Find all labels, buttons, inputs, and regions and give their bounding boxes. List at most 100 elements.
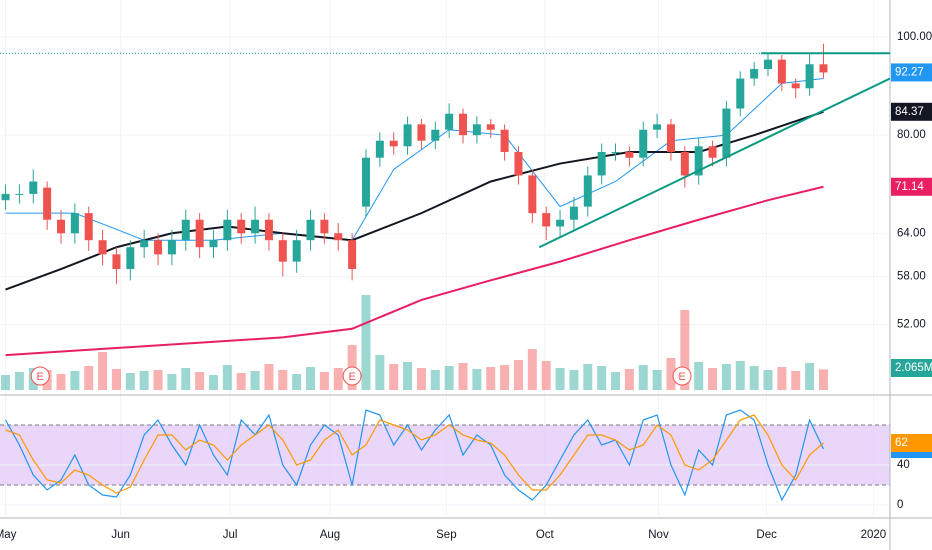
candle-body bbox=[583, 175, 592, 207]
earnings-label: E bbox=[37, 371, 44, 383]
volume-bar bbox=[708, 368, 718, 390]
candle-body bbox=[736, 78, 745, 109]
volume-bar bbox=[278, 370, 288, 390]
candle-body bbox=[791, 83, 800, 89]
volume-bar bbox=[555, 368, 565, 390]
candle-body bbox=[209, 240, 218, 248]
volume-bar bbox=[597, 366, 607, 390]
earnings-label: E bbox=[678, 371, 685, 383]
volume-bar bbox=[389, 364, 399, 390]
volume-bar bbox=[583, 364, 593, 390]
ma-value-bg bbox=[891, 177, 932, 196]
candle-body bbox=[348, 240, 357, 270]
candle-body bbox=[389, 140, 398, 147]
candle-body bbox=[653, 124, 662, 130]
y-tick-label: 64.00 bbox=[897, 227, 926, 239]
x-tick-label: Jul bbox=[223, 529, 238, 541]
candle-body bbox=[278, 240, 287, 262]
stoch-line bbox=[5, 414, 824, 494]
volume-bar bbox=[818, 369, 828, 390]
candle-body bbox=[403, 124, 412, 147]
volume-bar bbox=[638, 365, 648, 390]
volume-bar bbox=[181, 368, 191, 390]
earnings-label: E bbox=[348, 371, 355, 383]
candle-body bbox=[639, 129, 648, 158]
volume-bar bbox=[319, 372, 329, 390]
candle-body bbox=[764, 59, 773, 69]
x-tick-label: Dec bbox=[756, 529, 777, 541]
volume-bar bbox=[416, 368, 426, 390]
volume-bar bbox=[666, 358, 676, 390]
candle-body bbox=[15, 193, 24, 195]
moving-average bbox=[5, 110, 824, 291]
volume-bar bbox=[694, 362, 704, 390]
volume-bar bbox=[721, 364, 731, 390]
volume-bar bbox=[306, 367, 316, 390]
x-tick-label: Aug bbox=[320, 529, 340, 541]
volume-bar bbox=[500, 365, 510, 390]
candle-body bbox=[126, 247, 135, 270]
candle-body bbox=[542, 213, 551, 227]
candle-body bbox=[805, 64, 814, 89]
volume-bar bbox=[513, 360, 523, 390]
candle-body bbox=[556, 219, 565, 227]
candle-body bbox=[500, 129, 509, 152]
last-price-bg bbox=[891, 63, 932, 82]
candle-body bbox=[514, 151, 523, 176]
candle-body bbox=[708, 146, 717, 158]
candle-body bbox=[29, 181, 38, 194]
candle-body bbox=[43, 187, 52, 220]
candle-body bbox=[167, 240, 176, 255]
candle-body bbox=[251, 219, 260, 234]
volume-value-bg bbox=[891, 359, 932, 377]
candle-body bbox=[528, 175, 537, 214]
x-tick-label: Nov bbox=[648, 529, 669, 541]
candle-body bbox=[140, 240, 149, 248]
stoch-line bbox=[5, 409, 824, 502]
candle-body bbox=[306, 219, 315, 241]
candle-body bbox=[819, 64, 828, 73]
earnings-marker bbox=[672, 366, 692, 386]
volume-bar bbox=[139, 371, 149, 390]
stoch-band bbox=[0, 425, 890, 485]
volume-bar bbox=[167, 374, 177, 390]
volume-bar bbox=[444, 366, 454, 390]
ma-value: 84.37 bbox=[895, 106, 924, 118]
volume-bar bbox=[611, 372, 621, 390]
volume-bar bbox=[777, 367, 787, 390]
candle-body bbox=[154, 240, 163, 255]
volume-bar bbox=[430, 370, 440, 390]
volume-bar bbox=[14, 372, 24, 390]
candle-body bbox=[722, 108, 731, 158]
volume-bar bbox=[125, 373, 135, 390]
volume-bar bbox=[236, 373, 246, 390]
candle-body bbox=[320, 219, 329, 234]
candle-body bbox=[98, 240, 107, 255]
volume-bar bbox=[84, 366, 94, 390]
volume-bar bbox=[805, 363, 815, 390]
x-tick-label: Oct bbox=[536, 529, 555, 541]
candle-body bbox=[694, 146, 703, 176]
volume-bar bbox=[375, 355, 385, 390]
candle-body bbox=[417, 124, 426, 141]
candle-body bbox=[1, 193, 10, 201]
stoch-value: 62 bbox=[895, 437, 908, 449]
candle-body bbox=[486, 124, 495, 130]
y-tick-label: 40 bbox=[897, 459, 910, 471]
stoch-value-bg bbox=[891, 434, 932, 452]
volume-bar bbox=[98, 352, 108, 390]
volume-bar bbox=[472, 369, 482, 390]
candle-body bbox=[223, 219, 232, 241]
volume-bar bbox=[222, 365, 232, 390]
x-tick-label: 2020 bbox=[861, 529, 887, 541]
candle-body bbox=[361, 157, 370, 207]
candle-body bbox=[84, 213, 93, 241]
candle-body bbox=[181, 219, 190, 241]
x-tick-label: May bbox=[0, 529, 17, 541]
volume-bar bbox=[680, 310, 690, 390]
volume-bar bbox=[111, 369, 121, 390]
candle-body bbox=[195, 219, 204, 248]
candle-body bbox=[569, 206, 578, 220]
trendline bbox=[538, 77, 891, 249]
